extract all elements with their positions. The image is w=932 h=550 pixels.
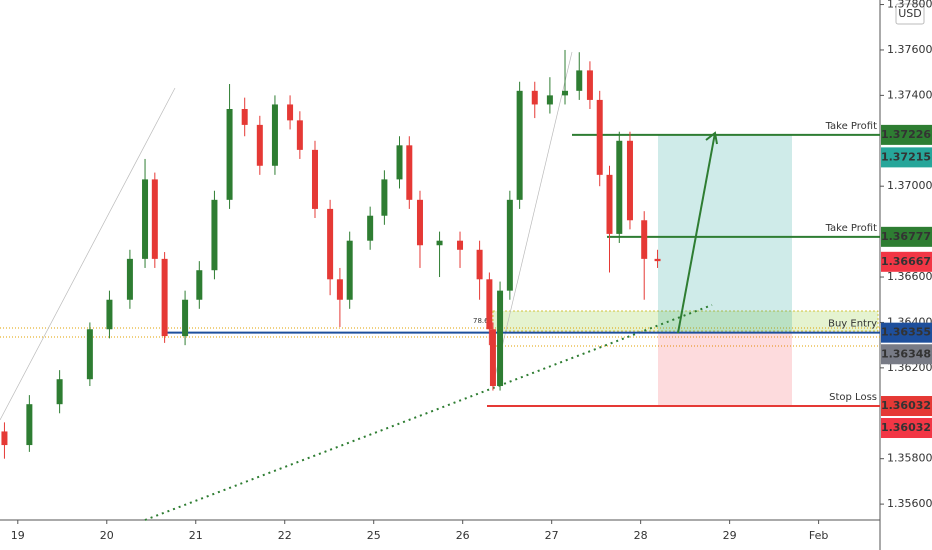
candle-body <box>226 108 233 200</box>
candle-body <box>486 279 493 330</box>
y-tick-label: 1.37800 <box>887 0 932 11</box>
y-tick-label: 1.36600 <box>887 270 932 283</box>
price-tag <box>881 124 932 145</box>
candle-body <box>86 329 93 380</box>
y-tick-label: 1.37600 <box>887 43 932 56</box>
candle-body <box>381 179 388 216</box>
candle-body <box>626 140 633 221</box>
candle-body <box>506 199 513 291</box>
candle-body <box>546 95 553 105</box>
candle-body <box>654 258 661 262</box>
trend-line <box>144 304 713 521</box>
candle-body <box>457 240 464 250</box>
x-tick-label: 22 <box>278 529 292 542</box>
candle-body <box>476 249 483 280</box>
candle-body <box>436 240 443 246</box>
x-tick-label: 27 <box>545 529 559 542</box>
candle-body <box>151 179 158 259</box>
candle-body <box>396 145 403 180</box>
currency-box <box>895 3 925 25</box>
candle-body <box>1 431 8 446</box>
candle-body <box>531 90 538 105</box>
fib-label: 78.6 <box>473 317 489 325</box>
candle-body <box>336 279 343 300</box>
candle-body <box>211 199 218 271</box>
y-tick-label: 1.35600 <box>887 497 932 510</box>
candle-body <box>406 145 413 200</box>
level-label: Take Profit <box>825 223 878 234</box>
x-tick-label: Feb <box>809 529 828 542</box>
price-tag-label: 1.36355 <box>881 326 931 339</box>
candle-body <box>256 124 263 166</box>
candle-body <box>106 299 113 330</box>
candle-body <box>516 90 523 200</box>
candle-body <box>241 108 248 125</box>
x-tick-label: 26 <box>456 529 470 542</box>
candle-body <box>596 99 603 175</box>
candle-body <box>296 120 303 150</box>
candle-body <box>142 179 149 259</box>
price-tag-label: 1.36032 <box>881 421 931 434</box>
fib-diagonal <box>492 51 573 386</box>
y-tick-label: 1.37400 <box>887 88 932 101</box>
candle-body <box>641 220 648 259</box>
candle-body <box>346 240 353 300</box>
candle-body <box>56 379 63 405</box>
candle-body <box>271 104 278 166</box>
candle-body <box>367 215 374 241</box>
level-label: Buy Entry <box>828 319 877 330</box>
price-tag <box>881 344 932 365</box>
candle-body <box>26 404 33 446</box>
x-tick-label: 20 <box>100 529 114 542</box>
price-tag <box>881 418 932 439</box>
fib-diagonal <box>0 87 176 421</box>
price-tag <box>881 396 932 417</box>
candle-body <box>161 258 168 337</box>
candle-body <box>287 104 294 121</box>
x-tick-label: 19 <box>11 529 25 542</box>
candle-body <box>311 149 318 209</box>
level-label: Stop Loss <box>829 392 877 403</box>
y-tick-label: 1.35800 <box>887 452 932 465</box>
candle-body <box>327 208 334 280</box>
candle-body <box>606 174 613 234</box>
price-tag-label: 1.36348 <box>881 347 931 360</box>
x-tick-label: 28 <box>634 529 648 542</box>
level-label: Take Profit <box>825 121 878 132</box>
y-tick-label: 1.37000 <box>887 179 932 192</box>
loss-zone <box>658 332 792 407</box>
candle-body <box>562 90 569 96</box>
candle-body <box>182 299 189 337</box>
candle-body <box>616 140 623 234</box>
price-tag-label: 1.37226 <box>881 128 931 141</box>
candle-body <box>196 270 203 300</box>
arrow-head <box>705 131 718 145</box>
currency: USD <box>898 7 922 20</box>
price-tag <box>881 147 932 168</box>
price-tag-label: 1.36032 <box>881 399 931 412</box>
fib-zone <box>492 310 879 332</box>
candle-body <box>576 70 583 91</box>
candle-body <box>126 258 133 300</box>
candle-body <box>497 290 504 387</box>
candle-body <box>416 199 423 246</box>
profit-zone <box>658 134 792 333</box>
candle-body <box>489 329 496 387</box>
arrow <box>677 132 716 334</box>
candle-body <box>586 70 593 100</box>
x-tick-label: 25 <box>367 529 381 542</box>
price-tag <box>881 226 932 247</box>
x-tick-label: 21 <box>189 529 203 542</box>
price-tag-label: 1.36667 <box>881 255 931 268</box>
x-tick-label: 29 <box>723 529 737 542</box>
price-tag <box>881 322 932 343</box>
price-tag-label: 1.37215 <box>881 150 931 163</box>
price-tag <box>881 251 932 272</box>
price-tag-label: 1.36777 <box>881 230 931 243</box>
